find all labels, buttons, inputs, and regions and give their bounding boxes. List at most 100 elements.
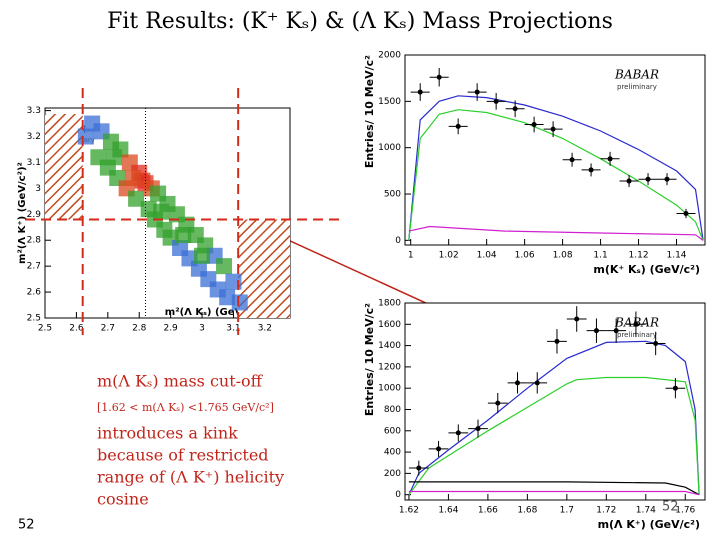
density-cell	[219, 289, 236, 306]
data-point	[475, 426, 481, 432]
data-point	[474, 89, 480, 95]
density-cell	[124, 170, 141, 186]
data-point	[645, 176, 651, 182]
watermark: BABAR	[614, 68, 659, 82]
y-axis-label: m²(Λ K⁺) (GeV/c²)²	[17, 162, 28, 264]
x-tick-label: 2.5	[38, 324, 52, 334]
x-tick-label: 3	[199, 324, 205, 334]
x-tick-label: 3.2	[258, 324, 272, 334]
y-tick-label: 1000	[378, 143, 401, 153]
x-tick-label: 1.66	[478, 506, 498, 516]
data-point	[664, 176, 670, 182]
x-tick-label: 2.6	[69, 324, 84, 334]
page-number: 52	[662, 500, 679, 515]
watermark: preliminary	[617, 331, 657, 339]
x-tick-label: 1.06	[515, 251, 535, 261]
y-tick-label: 200	[384, 469, 401, 479]
data-point	[515, 380, 520, 386]
data-point	[683, 210, 689, 216]
y-tick-label: 3.2	[27, 132, 41, 142]
plot-frame	[404, 302, 706, 501]
y-tick-label: 0	[395, 490, 401, 500]
annotation-line: because of restricted	[97, 446, 269, 465]
y-tick-label: 500	[384, 190, 401, 200]
y-tick-label: 1200	[378, 362, 401, 372]
watermark: preliminary	[617, 83, 657, 91]
plot-frame	[404, 54, 706, 246]
data-point	[436, 446, 442, 452]
density-cell	[175, 227, 192, 244]
plot: 1.62 1.64 1.66 1.68 1.7 1.72 1.74 1.76 0 200 400 60…	[363, 299, 706, 531]
data-point	[593, 328, 599, 334]
slide-title: Fit Results: (K⁺ Kₛ) & (Λ Kₛ) Mass Proje…	[107, 9, 613, 34]
x-tick-label: 1	[408, 251, 414, 261]
data-point	[569, 157, 575, 163]
data-point	[455, 123, 461, 129]
annotation-line: introduces a kink	[97, 424, 238, 443]
y-tick-label: 600	[384, 426, 401, 436]
y-tick-label: 2.6	[27, 288, 42, 298]
y-tick-label: 3.3	[27, 106, 41, 116]
y-tick-label: 1500	[378, 97, 401, 107]
data-point	[588, 167, 594, 173]
annotation-line: [1.62 < m(Λ Kₛ) <1.765 GeV/c²]	[97, 401, 274, 414]
data-point	[626, 178, 632, 184]
fit-curve	[408, 490, 700, 496]
y-tick-label: 0	[395, 236, 401, 246]
data-point	[574, 316, 580, 322]
y-tick-label: 2000	[378, 51, 401, 61]
data-point	[672, 385, 678, 391]
y-tick-label: 2.8	[27, 236, 42, 246]
fit-curve	[408, 481, 700, 496]
data-point	[531, 122, 537, 128]
x-tick-label: 2.8	[132, 324, 147, 334]
data-point	[653, 340, 659, 346]
data-point	[436, 74, 442, 80]
fit-curve	[408, 225, 704, 241]
x-tick-label: 1.02	[439, 251, 459, 261]
x-tick-label: 1.74	[636, 506, 656, 516]
y-tick-label: 1800	[378, 299, 401, 309]
data-point	[417, 89, 423, 95]
x-tick-label: 1.64	[438, 506, 458, 516]
x-tick-label: 1.14	[666, 251, 686, 261]
fit-curve	[408, 95, 704, 241]
y-tick-label: 1400	[378, 341, 401, 351]
y-tick-label: 400	[384, 448, 401, 458]
data-point	[613, 328, 619, 334]
x-axis-label: m(K⁺ Kₛ) (GeV/c²)	[593, 263, 700, 276]
plot: 1 1.02 1.04 1.06 1.08 1.1 1.12 1.14 0 500 1000 1500…	[363, 51, 706, 276]
y-axis-label: Entries/ 10 MeV/c²	[363, 55, 376, 168]
x-tick-label: 1.68	[517, 506, 537, 516]
x-tick-label: 1.7	[560, 506, 574, 516]
density-cell	[106, 149, 123, 166]
x-tick-label: 1.04	[477, 251, 497, 261]
annotation-line: cosine	[97, 490, 149, 509]
data-point	[607, 156, 613, 162]
x-tick-label: 1.76	[675, 506, 695, 516]
x-tick-label: 2.7	[101, 324, 115, 334]
x-tick-label: 3.1	[226, 324, 240, 334]
y-tick-label: 1000	[378, 384, 401, 394]
y-tick-label: 800	[384, 405, 401, 415]
fit-curve	[408, 340, 700, 495]
annotation: m(Λ Kₛ) mass cut-off [1.62 < m(Λ Kₛ) <1.…	[97, 372, 284, 509]
data-point	[493, 98, 499, 104]
density-cell	[216, 258, 233, 275]
data-point	[550, 126, 556, 132]
y-tick-label: 2.7	[27, 262, 41, 272]
x-axis-label: m(Λ K⁺) (GeV/c²)	[598, 518, 700, 531]
y-tick-label: 2.9	[27, 210, 42, 220]
fit-curve	[408, 109, 704, 241]
density-cell	[194, 247, 211, 264]
y-tick-label: 1600	[378, 320, 401, 330]
excluded-region	[45, 114, 83, 220]
y-tick-label: 2.5	[27, 314, 41, 324]
y-tick-label: 3.1	[27, 158, 41, 168]
y-axis-label: Entries/ 10 MeV/c²	[363, 303, 376, 416]
plot: 2.5 2.6 2.7 2.8 2.9 3 3.1 3.2 2.5 2.6 2.7 2.8 2.9 3 3.…	[17, 88, 345, 335]
x-tick-label: 1.1	[593, 251, 607, 261]
data-point	[534, 380, 540, 386]
